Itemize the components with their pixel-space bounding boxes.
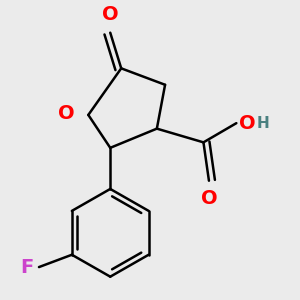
Text: H: H — [257, 116, 270, 131]
Text: O: O — [102, 5, 119, 25]
Text: O: O — [201, 189, 217, 208]
Text: F: F — [20, 258, 34, 277]
Text: O: O — [239, 114, 256, 133]
Text: O: O — [58, 104, 75, 123]
